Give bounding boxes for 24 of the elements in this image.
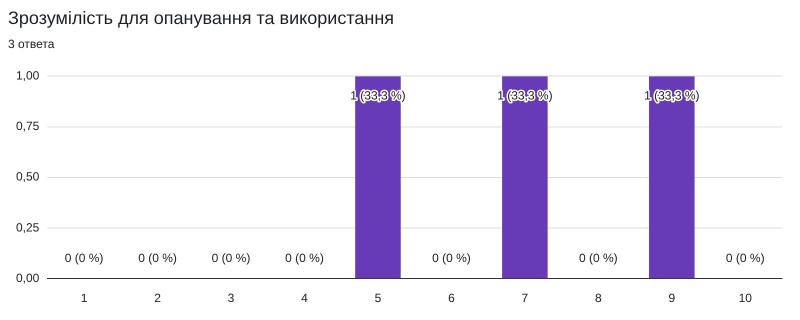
- x-tick-label: 1: [80, 291, 88, 306]
- x-tick-label: 8: [594, 291, 602, 306]
- x-tick-label: 4: [301, 291, 308, 306]
- y-tick-label: 0,75: [16, 119, 40, 134]
- data-label: 0 (0 %): [138, 250, 177, 265]
- chart-subtitle: 3 ответа: [8, 37, 56, 51]
- x-tick-label: 10: [738, 291, 752, 306]
- y-tick-label: 0,00: [16, 270, 40, 285]
- y-tick-label: 0,50: [16, 170, 40, 184]
- x-tick-label: 7: [522, 291, 529, 306]
- data-label: 0 (0 %): [285, 250, 324, 265]
- x-tick-label: 6: [448, 291, 456, 306]
- x-tick-label: 5: [374, 291, 382, 306]
- data-label: 0 (0 %): [432, 250, 471, 265]
- x-tick-label: 2: [154, 291, 162, 306]
- y-tick-label: 1,00: [16, 68, 40, 83]
- x-tick-label: 9: [668, 291, 676, 306]
- data-label: 0 (0 %): [212, 250, 250, 265]
- data-label: 0 (0 %): [726, 250, 765, 265]
- y-tick-label: 0,25: [16, 220, 40, 234]
- data-label: 0 (0 %): [64, 250, 104, 265]
- data-label: 0 (0 %): [578, 250, 618, 265]
- x-tick-label: 3: [228, 291, 235, 306]
- chart-title: Зрозумілість для опанування та використання: [8, 8, 396, 29]
